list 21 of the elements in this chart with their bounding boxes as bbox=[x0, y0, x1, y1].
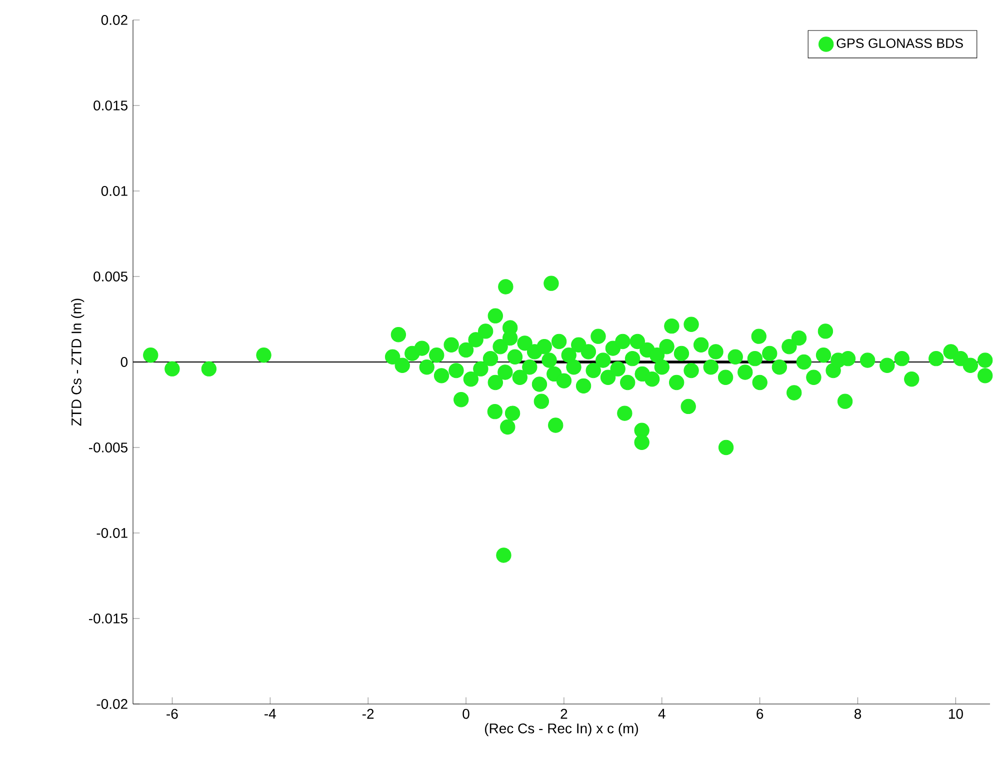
x-tick-label: -4 bbox=[264, 708, 276, 719]
x-tick-label: 0 bbox=[462, 708, 470, 719]
x-tick-label: 8 bbox=[854, 708, 862, 719]
x-axis-title: (Rec Cs - Rec In) x c (m) bbox=[484, 723, 638, 736]
x-tick-label: 4 bbox=[658, 708, 666, 719]
y-tick-label: 0 bbox=[120, 357, 128, 367]
y-tick-label: 0.02 bbox=[101, 15, 128, 25]
x-tick-label: -6 bbox=[166, 708, 178, 719]
y-tick-label: 0.01 bbox=[101, 186, 128, 196]
y-tick-label: 0.005 bbox=[94, 272, 128, 282]
y-axis-title: ZTD Cs - ZTD In (m) bbox=[71, 298, 84, 426]
y-tick-label: -0.005 bbox=[89, 442, 128, 452]
y-tick-label: -0.01 bbox=[96, 528, 128, 538]
x-tick-label: 10 bbox=[949, 708, 963, 719]
x-tick-label: -2 bbox=[362, 708, 374, 719]
x-tick-label: 6 bbox=[756, 708, 764, 719]
x-tick-label: 2 bbox=[560, 708, 568, 719]
legend-label: GPS GLONASS BDS bbox=[836, 38, 963, 48]
y-tick-label: -0.015 bbox=[89, 614, 128, 624]
y-tick-label: 0.015 bbox=[94, 100, 128, 110]
y-tick-label: -0.02 bbox=[96, 699, 128, 709]
